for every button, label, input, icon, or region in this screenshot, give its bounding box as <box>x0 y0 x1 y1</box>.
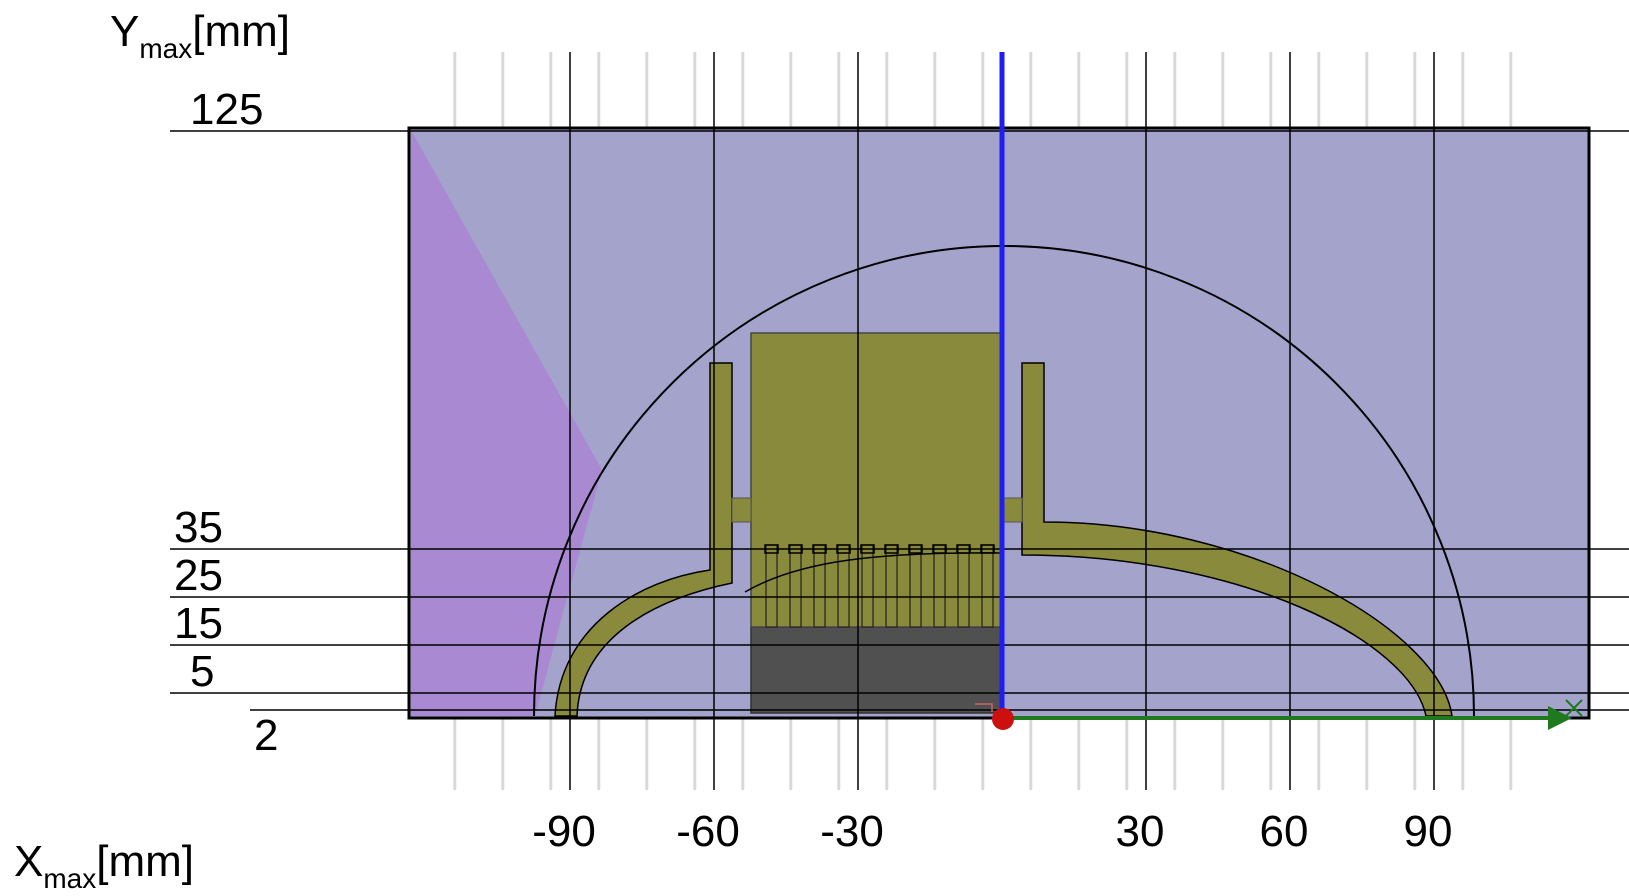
coil-tooth <box>957 544 970 628</box>
origin-cursor-icon <box>975 703 993 712</box>
y-tick-label: 15 <box>174 599 223 648</box>
coil-tooth <box>981 544 994 628</box>
coil-tooth <box>813 544 826 628</box>
x-tick-label: 60 <box>1260 807 1309 856</box>
y-tick-label: 2 <box>254 711 278 760</box>
left-conductor[interactable] <box>554 362 733 717</box>
y-tick-label: 5 <box>190 647 214 696</box>
y-tick-label: 35 <box>174 503 223 552</box>
coil-tooth <box>909 544 922 628</box>
x-tick-label: 30 <box>1116 807 1165 856</box>
coil-tooth <box>789 544 802 628</box>
core-base[interactable] <box>750 626 1003 714</box>
x-tick-label: -30 <box>820 807 884 856</box>
boundary-layer-region <box>411 130 602 716</box>
coil-tooth <box>765 544 778 628</box>
x-tick-label: -60 <box>676 807 740 856</box>
coil-teeth <box>764 544 995 628</box>
x-tick-label: 90 <box>1404 807 1453 856</box>
coil-tooth <box>885 544 898 628</box>
left-tab <box>731 497 752 523</box>
y-tick-label: 25 <box>174 551 223 600</box>
y-tick-label: 125 <box>190 85 263 134</box>
y-axis-title: Ymax[mm] <box>110 7 290 64</box>
x-axis-title: Xmax[mm] <box>14 837 194 894</box>
axis-x-glyph-icon <box>1565 699 1583 717</box>
x-tick-label: -90 <box>532 807 596 856</box>
dimension-lines <box>170 52 1629 790</box>
origin-marker-icon[interactable] <box>992 708 1014 730</box>
x-axis-arrowhead-icon <box>1548 706 1572 730</box>
coil-tooth <box>837 544 850 628</box>
coil-tooth <box>933 544 946 628</box>
inner-arc <box>744 552 1003 593</box>
right-tab <box>1001 497 1023 523</box>
